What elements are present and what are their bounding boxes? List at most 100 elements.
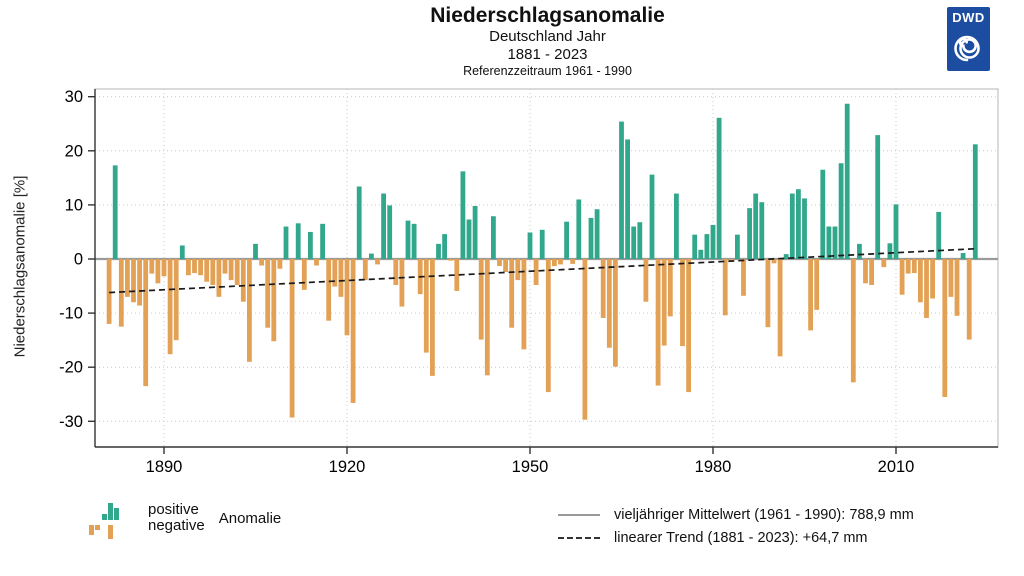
bar-1996: [808, 259, 813, 331]
y-tick-label: -10: [59, 305, 83, 323]
legend-icon-negative-bar: [108, 525, 113, 539]
bar-1978: [698, 249, 704, 259]
legend-anomalie-label: Anomalie: [218, 509, 282, 527]
bar-1882: [112, 165, 118, 259]
bar-1928: [393, 259, 399, 285]
legend-trend-row: linearer Trend (1881 - 2023): +64,7 mm: [558, 526, 914, 549]
bar-1976: [686, 259, 691, 393]
legend-lines: vieljähriger Mittelwert (1961 - 1990): 7…: [558, 503, 914, 549]
bar-1904: [247, 259, 252, 362]
bar-1975: [680, 259, 685, 347]
dwd-logo-text: DWD: [952, 10, 985, 25]
bar-1990: [771, 259, 777, 264]
bar-1956: [564, 221, 569, 259]
bar-2013: [911, 259, 917, 274]
bar-1994: [796, 189, 801, 259]
bar-1914: [308, 231, 313, 259]
legend-pos-neg-labels: positive negative: [148, 502, 205, 534]
bar-1940: [466, 219, 472, 259]
bar-1946: [503, 259, 508, 272]
legend-mean-label: vieljähriger Mittelwert (1961 - 1990): 7…: [614, 506, 914, 523]
bar-1959: [582, 259, 588, 420]
bar-1925: [375, 259, 380, 265]
bar-1921: [350, 259, 356, 403]
bar-1947: [509, 259, 515, 328]
bar-1969: [643, 259, 649, 302]
bar-2008: [881, 259, 887, 268]
bar-1960: [588, 217, 594, 259]
chart-subtitle-region: Deutschland Jahr: [489, 28, 606, 45]
x-tick-label: 1950: [512, 458, 549, 476]
bar-1967: [631, 226, 637, 259]
bar-1895: [192, 259, 197, 274]
bar-1891: [167, 259, 173, 355]
bar-1934: [430, 259, 435, 376]
bar-2012: [905, 259, 911, 274]
chart-subtitle-period: 1881 - 2023: [507, 46, 588, 63]
bar-2000: [832, 226, 838, 259]
bar-2009: [887, 243, 893, 259]
bar-1883: [118, 259, 124, 327]
bar-1903: [240, 259, 246, 302]
bar-1916: [320, 223, 325, 259]
bar-1892: [173, 259, 179, 341]
bar-2010: [893, 204, 899, 259]
bar-1884: [125, 259, 130, 297]
legend-anomaly: positive negative Anomalie: [88, 492, 281, 544]
bar-1899: [216, 259, 222, 297]
bar-1902: [234, 259, 240, 285]
bar-1881: [106, 259, 112, 324]
bar-1936: [442, 234, 447, 259]
bar-1953: [545, 259, 551, 393]
bar-1974: [674, 193, 679, 259]
legend-icon-positive-bar: [114, 508, 119, 520]
bar-1951: [533, 259, 539, 285]
bar-1924: [369, 253, 374, 259]
bar-1993: [789, 193, 795, 259]
bar-1968: [637, 222, 643, 259]
y-tick-label: -30: [59, 413, 83, 431]
legend-trend-label: linearer Trend (1881 - 2023): +64,7 mm: [614, 529, 868, 546]
bar-1926: [381, 193, 386, 259]
bar-1958: [576, 199, 582, 259]
trend-line-sample: [558, 536, 600, 539]
legend-mean-row: vieljähriger Mittelwert (1961 - 1990): 7…: [558, 503, 914, 526]
bar-2003: [850, 259, 856, 383]
bar-1910: [283, 226, 289, 259]
bar-1913: [301, 259, 307, 290]
bar-1920: [344, 259, 350, 336]
bar-1908: [271, 259, 277, 342]
bar-1896: [198, 259, 203, 276]
y-tick-label: -20: [59, 359, 83, 377]
bar-1901: [228, 259, 234, 281]
x-tick-label: 1980: [695, 458, 732, 476]
bar-1937: [448, 259, 454, 261]
anomaly-bars-icon: [89, 503, 119, 539]
bar-1912: [295, 223, 301, 259]
bar-1962: [600, 259, 606, 318]
bar-1992: [783, 254, 789, 259]
x-tick-label: 1890: [146, 458, 183, 476]
bar-1995: [802, 198, 807, 259]
bar-1999: [826, 226, 832, 259]
bar-2015: [924, 259, 929, 318]
bar-1888: [149, 259, 155, 274]
x-tick-label: 2010: [878, 458, 915, 476]
legend-icon-positive-bar: [102, 514, 107, 520]
mean-line-sample: [558, 513, 600, 516]
bar-1907: [265, 259, 271, 328]
dwd-logo: DWD: [947, 7, 990, 71]
bar-1917: [326, 259, 332, 321]
bar-1931: [411, 223, 417, 259]
legend-negative-label: negative: [148, 517, 205, 534]
y-tick-label: 10: [65, 196, 83, 214]
bar-1948: [515, 259, 521, 281]
bar-1906: [259, 259, 264, 266]
chart-subtitle-reference: Referenzzeitraum 1961 - 1990: [463, 64, 632, 78]
bar-1944: [491, 216, 496, 259]
bar-1991: [777, 259, 783, 357]
bar-1955: [558, 259, 563, 265]
bar-2017: [936, 211, 942, 259]
legend-icon-positive-bar: [108, 503, 113, 520]
bar-1900: [222, 259, 228, 274]
